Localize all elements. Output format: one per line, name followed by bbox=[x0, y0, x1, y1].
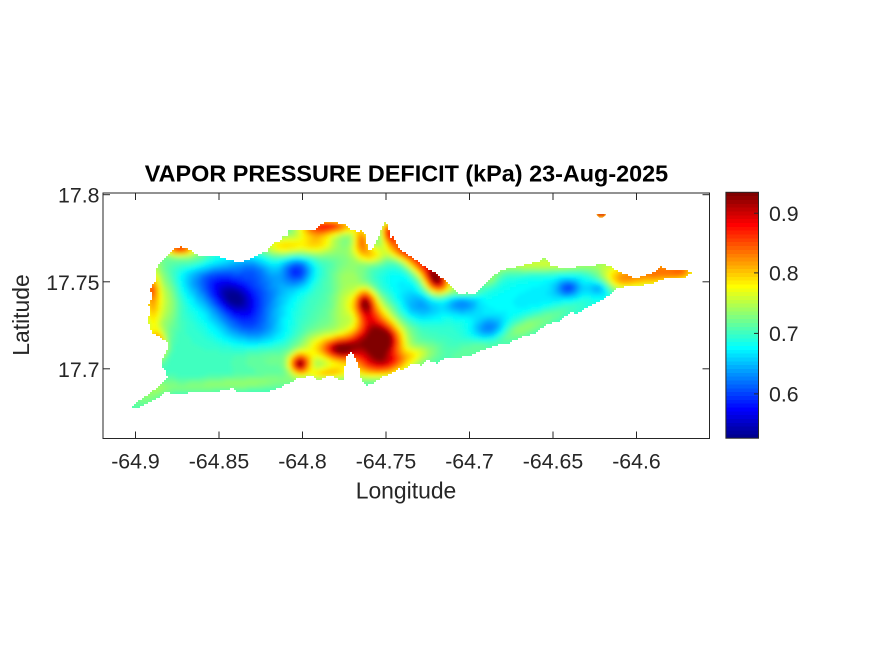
svg-text:-64.6: -64.6 bbox=[612, 449, 661, 473]
svg-text:-64.7: -64.7 bbox=[445, 449, 494, 473]
svg-text:17.8: 17.8 bbox=[58, 184, 99, 208]
svg-text:0.6: 0.6 bbox=[769, 383, 799, 407]
svg-text:17.75: 17.75 bbox=[46, 271, 99, 295]
svg-text:-64.75: -64.75 bbox=[356, 449, 416, 473]
svg-text:Latitude: Latitude bbox=[8, 274, 34, 355]
svg-text:0.7: 0.7 bbox=[769, 322, 799, 346]
svg-text:Longitude: Longitude bbox=[356, 478, 457, 504]
svg-text:-64.9: -64.9 bbox=[111, 449, 160, 473]
svg-text:-64.65: -64.65 bbox=[523, 449, 583, 473]
svg-text:17.7: 17.7 bbox=[58, 358, 99, 382]
svg-text:0.8: 0.8 bbox=[769, 262, 799, 286]
svg-text:-64.85: -64.85 bbox=[189, 449, 249, 473]
svg-text:0.9: 0.9 bbox=[769, 202, 799, 226]
svg-text:-64.8: -64.8 bbox=[278, 449, 327, 473]
svg-text:VAPOR PRESSURE DEFICIT (kPa) 2: VAPOR PRESSURE DEFICIT (kPa) 23-Aug-2025 bbox=[145, 160, 668, 186]
